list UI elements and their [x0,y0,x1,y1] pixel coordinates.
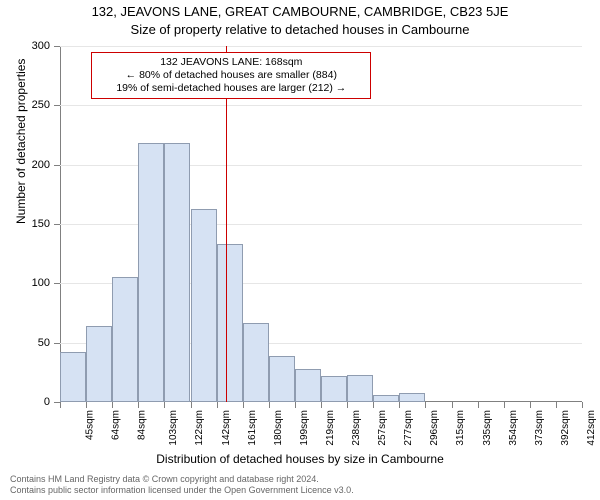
x-tick-label: 412sqm [586,410,597,446]
y-tick [54,343,60,344]
chart-subtitle: Size of property relative to detached ho… [0,22,600,37]
x-tick-label: 277sqm [403,410,414,446]
x-tick [347,402,348,408]
x-tick [243,402,244,408]
x-tick-label: 335sqm [482,410,493,446]
x-tick [217,402,218,408]
x-tick-label: 315sqm [455,410,466,446]
x-tick-label: 180sqm [273,410,284,446]
annotation-box: 132 JEAVONS LANE: 168sqm← 80% of detache… [91,52,371,99]
x-tick [556,402,557,408]
x-axis-label: Distribution of detached houses by size … [0,452,600,466]
x-tick-label: 199sqm [299,410,310,446]
x-tick [295,402,296,408]
x-tick [582,402,583,408]
annotation-line: ← 80% of detached houses are smaller (88… [100,69,362,82]
gridline [60,46,582,47]
x-tick-label: 161sqm [247,410,258,446]
plot-area: 05010015020025030045sqm64sqm84sqm103sqm1… [60,46,582,402]
x-tick [164,402,165,408]
histogram-bar [86,326,112,402]
x-tick [86,402,87,408]
x-tick-label: 84sqm [137,410,148,440]
y-tick-label: 0 [44,396,50,408]
x-tick-label: 354sqm [508,410,519,446]
y-tick-label: 100 [32,277,50,289]
histogram-bar [269,356,295,402]
histogram-bar [217,244,243,402]
x-tick-label: 238sqm [351,410,362,446]
x-tick-label: 296sqm [429,410,440,446]
x-tick-label: 142sqm [221,410,232,446]
x-tick-label: 103sqm [168,410,179,446]
y-tick [54,283,60,284]
x-tick [399,402,400,408]
x-tick [530,402,531,408]
y-tick [54,224,60,225]
x-tick-label: 122sqm [194,410,205,446]
footer-line-2: Contains public sector information licen… [10,485,354,496]
histogram-bar [191,209,217,402]
annotation-line: 132 JEAVONS LANE: 168sqm [100,56,362,69]
y-tick-label: 250 [32,99,50,111]
histogram-bar [399,393,425,402]
x-tick-label: 64sqm [111,410,122,440]
histogram-bar [243,323,269,403]
x-tick [452,402,453,408]
histogram-bar [295,369,321,402]
footer-line-1: Contains HM Land Registry data © Crown c… [10,474,354,485]
y-tick [54,46,60,47]
x-tick-label: 257sqm [377,410,388,446]
y-axis-label: Number of detached properties [14,59,28,224]
x-tick-label: 392sqm [560,410,571,446]
x-tick-label: 219sqm [325,410,336,446]
attribution-footer: Contains HM Land Registry data © Crown c… [10,474,354,496]
x-tick [60,402,61,408]
property-size-chart: 132, JEAVONS LANE, GREAT CAMBOURNE, CAMB… [0,0,600,500]
x-tick [373,402,374,408]
x-tick [478,402,479,408]
y-tick-label: 50 [38,337,50,349]
y-tick-label: 300 [32,40,50,52]
x-tick [504,402,505,408]
histogram-bar [112,277,138,402]
histogram-bar [60,352,86,402]
x-tick [191,402,192,408]
x-tick [269,402,270,408]
x-tick-label: 373sqm [534,410,545,446]
x-tick-label: 45sqm [85,410,96,440]
y-tick-label: 200 [32,159,50,171]
chart-title-address: 132, JEAVONS LANE, GREAT CAMBOURNE, CAMB… [0,4,600,19]
histogram-bar [164,143,190,402]
x-tick [112,402,113,408]
histogram-bar [347,375,373,402]
x-tick [425,402,426,408]
histogram-bar [138,143,164,402]
gridline [60,105,582,106]
reference-line [226,46,227,402]
y-tick [54,105,60,106]
y-tick [54,165,60,166]
annotation-line: 19% of semi-detached houses are larger (… [100,82,362,95]
x-tick [138,402,139,408]
histogram-bar [321,376,347,402]
y-tick-label: 150 [32,218,50,230]
x-tick [321,402,322,408]
histogram-bar [373,395,399,402]
